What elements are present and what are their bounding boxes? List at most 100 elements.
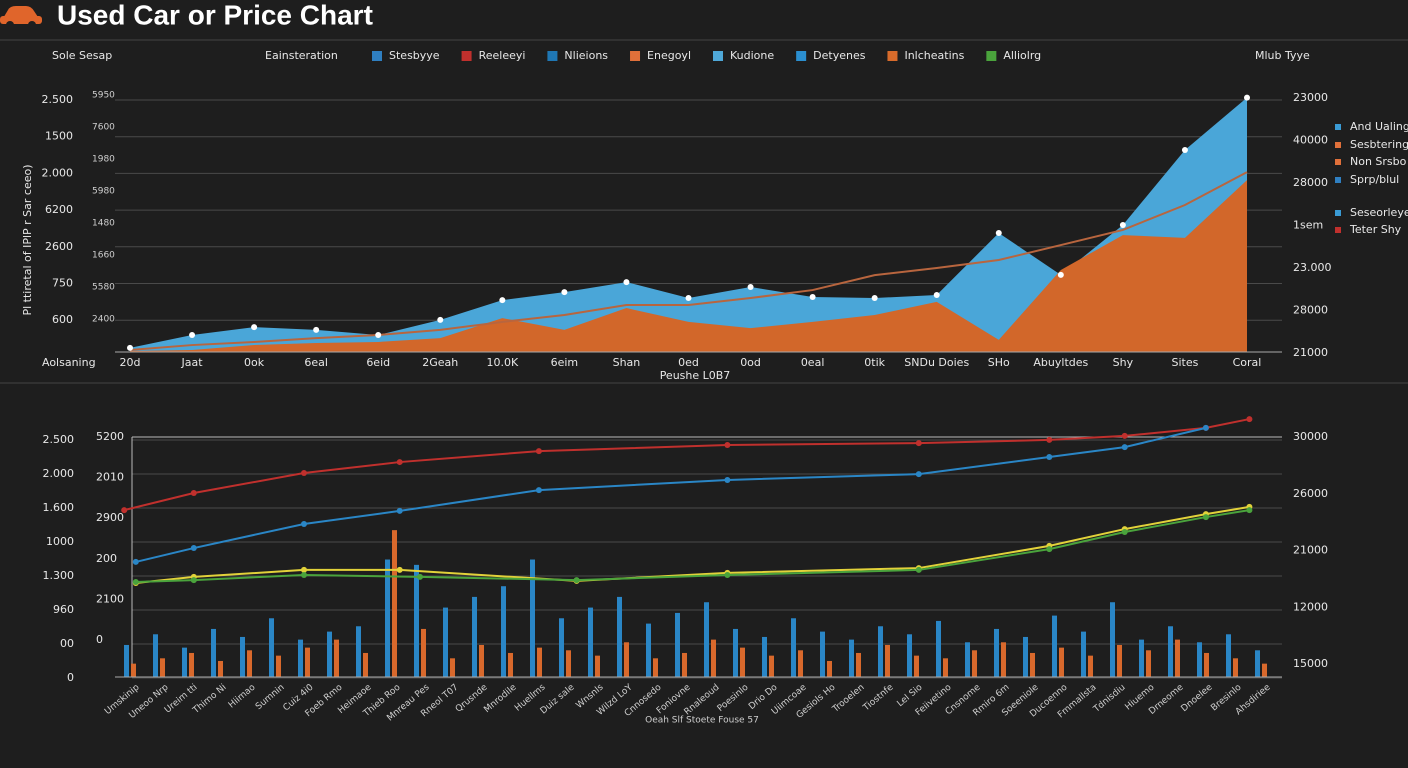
bar <box>363 652 368 677</box>
inner-axis-label: 2010 <box>96 471 124 484</box>
line-point <box>132 578 139 585</box>
point <box>685 295 692 302</box>
line-point <box>396 566 403 573</box>
bar <box>1204 652 1209 677</box>
legend-swatch <box>547 51 558 61</box>
point <box>375 332 382 339</box>
bar <box>298 639 303 677</box>
point <box>623 279 630 286</box>
legend-label: Inlcheatins <box>904 49 964 62</box>
x-tick-label: 2Geah <box>422 356 458 369</box>
right-legend-label: Seseorleye <box>1350 206 1408 219</box>
legend-swatch <box>461 51 472 61</box>
bar <box>936 620 941 677</box>
inner-axis-label: 5200 <box>96 430 124 443</box>
right-axis-label: 15000 <box>1293 657 1328 670</box>
line-point <box>915 440 922 447</box>
page-title: Used Car or Price Chart <box>57 0 373 30</box>
line-point <box>301 521 307 528</box>
x-tick-label: 6eim <box>551 356 579 369</box>
y-axis-label: 2.500 <box>43 433 75 446</box>
bar <box>827 660 832 677</box>
bar <box>885 644 890 677</box>
bar <box>791 618 796 677</box>
bar <box>566 650 571 677</box>
bar <box>653 658 658 677</box>
y-axis-label: 1.300 <box>43 569 75 582</box>
x-axis-title: Oeah Slf Stoete Fouse 57 <box>645 716 759 726</box>
bar <box>1001 642 1006 677</box>
right-axis-label: 23.000 <box>1293 261 1332 274</box>
line-point <box>1121 444 1128 451</box>
bar <box>211 628 216 677</box>
line-point <box>915 566 922 573</box>
y-axis-label: 600 <box>52 313 73 326</box>
bar <box>972 650 977 677</box>
line-point <box>396 459 403 466</box>
bar <box>501 586 506 677</box>
bar <box>588 607 593 677</box>
bar <box>160 658 165 677</box>
bar <box>305 647 310 677</box>
bar <box>820 631 825 677</box>
x-tick-label: 0ed <box>678 356 699 369</box>
line-point <box>915 471 922 478</box>
bar <box>856 652 861 677</box>
right-axis-label: 30000 <box>1293 430 1328 443</box>
bar <box>537 647 542 677</box>
line-point <box>1046 453 1053 460</box>
line-point <box>301 470 307 477</box>
line-point <box>1202 514 1209 521</box>
point <box>933 291 940 298</box>
point <box>189 332 196 339</box>
bar <box>508 652 513 677</box>
point <box>747 283 754 290</box>
bar <box>1168 626 1173 677</box>
y-axis-label: 2.000 <box>42 166 74 179</box>
line-point <box>301 566 307 573</box>
y-axis-label: 960 <box>53 603 74 616</box>
bar <box>682 652 687 677</box>
bar <box>1146 650 1151 677</box>
bar <box>849 639 854 677</box>
x-tick-label: Abuyltdes <box>1033 356 1088 369</box>
point <box>127 344 133 351</box>
bar <box>798 650 803 677</box>
right-legend-swatch <box>1335 177 1341 183</box>
x-tick-label: Shy <box>1113 356 1134 369</box>
x-tick-label: Jaat <box>181 356 204 369</box>
x-tick-label: 0tik <box>864 356 885 369</box>
bar <box>1197 642 1202 677</box>
point <box>561 289 568 296</box>
bar <box>443 607 448 677</box>
line-point <box>1121 432 1128 439</box>
inner-axis-label: 200 <box>96 552 117 565</box>
right-axis-label: 1sem <box>1293 219 1323 232</box>
y-axis-label: 0 <box>67 671 74 684</box>
bar <box>994 628 999 677</box>
bar <box>965 642 970 677</box>
legend-label: Detyenes <box>813 49 866 62</box>
bar <box>1030 652 1035 677</box>
line-point <box>190 490 197 497</box>
car-icon <box>0 6 42 29</box>
x-tick-label: Sites <box>1172 356 1199 369</box>
bar <box>878 626 883 677</box>
y-axis-label: 6200 <box>45 203 73 216</box>
line <box>135 426 1207 563</box>
right-legend-label: Teter Shy <box>1349 223 1402 236</box>
line-point <box>417 573 423 580</box>
area <box>130 180 1247 352</box>
x-tick-label: SHo <box>988 356 1010 369</box>
area <box>130 97 1247 352</box>
y-axis-label: 00 <box>60 637 74 650</box>
bar <box>530 559 535 677</box>
inner-axis-label: 0 <box>96 633 103 646</box>
line-point <box>190 545 197 552</box>
bar <box>356 626 361 677</box>
inner-axis-label: 5980 <box>92 187 115 197</box>
point <box>1119 222 1126 229</box>
right-legend-label: Non Srsbo <box>1350 155 1407 168</box>
x-tick-label: Shan <box>613 356 641 369</box>
legend-label: Nlieions <box>564 49 608 62</box>
